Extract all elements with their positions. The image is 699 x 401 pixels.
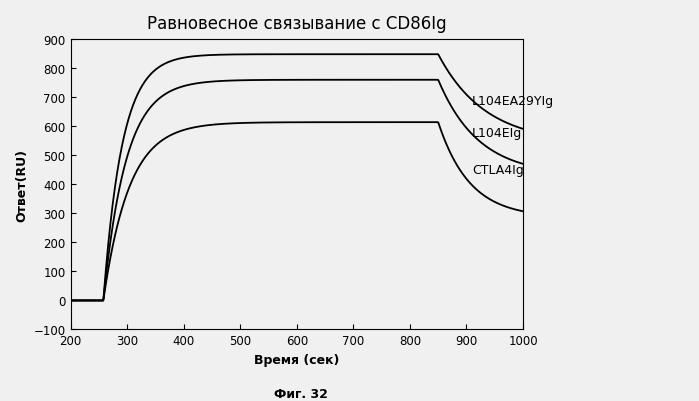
Y-axis label: Ответ(RU): Ответ(RU) <box>15 148 28 221</box>
Text: L104EIg: L104EIg <box>472 126 522 139</box>
Text: Фиг. 32: Фиг. 32 <box>273 387 328 400</box>
X-axis label: Время (сек): Время (сек) <box>254 353 340 366</box>
Text: CTLA4Ig: CTLA4Ig <box>472 164 524 177</box>
Title: Равновесное связывание с CD86Ig: Равновесное связывание с CD86Ig <box>147 15 447 33</box>
Text: L104EA29YIg: L104EA29YIg <box>472 94 554 107</box>
